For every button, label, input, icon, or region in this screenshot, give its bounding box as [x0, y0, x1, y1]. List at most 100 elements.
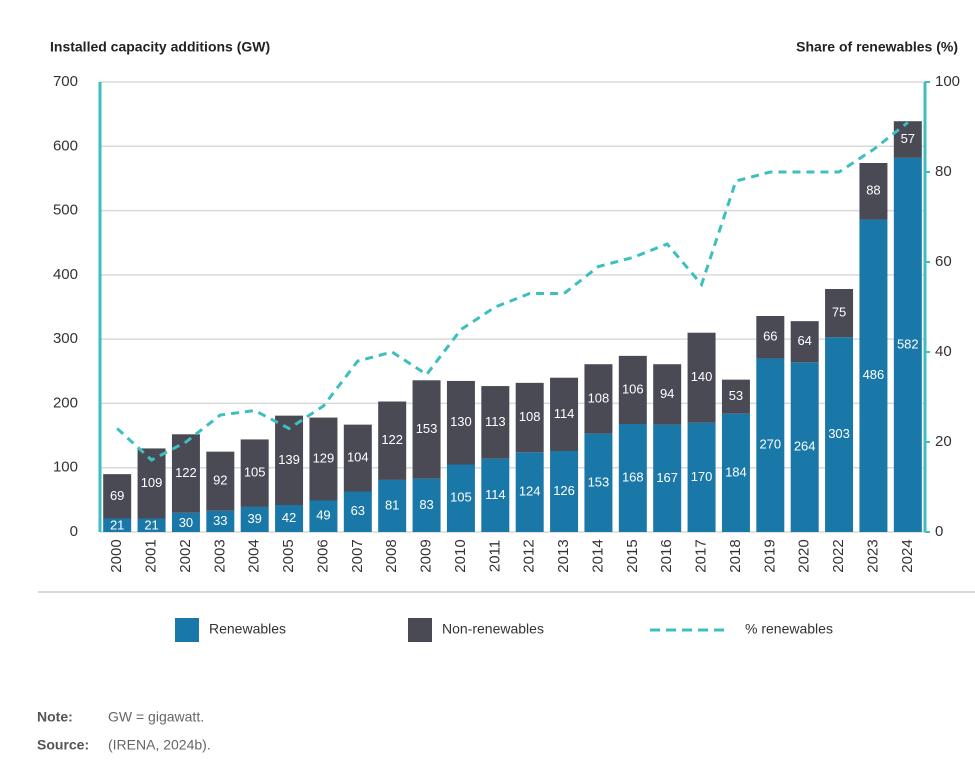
- bar-segment: [171, 512, 200, 532]
- bar-segment: [412, 478, 441, 532]
- value-label: 81: [385, 497, 399, 512]
- y2-tick-label: 80: [935, 163, 952, 180]
- bar-segment: [893, 157, 922, 532]
- value-label: 122: [381, 432, 403, 447]
- value-label: 486: [863, 367, 885, 382]
- x-tick-label: 2003: [211, 539, 228, 572]
- value-label: 21: [144, 518, 158, 533]
- value-label: 83: [419, 497, 433, 512]
- bar-segment: [550, 377, 579, 451]
- value-label: 64: [797, 333, 811, 348]
- bar-segment: [378, 479, 407, 532]
- x-tick-label: 2022: [830, 539, 847, 572]
- value-label: 170: [691, 469, 713, 484]
- bar-segment: [240, 506, 269, 532]
- bar-segment: [584, 433, 613, 532]
- value-label: 130: [450, 414, 472, 429]
- bar-segment: [756, 316, 785, 359]
- y2-tick-label: 100: [935, 73, 960, 90]
- value-label: 264: [794, 439, 816, 454]
- y-tick-label: 300: [53, 330, 78, 347]
- bar-segment: [790, 362, 819, 532]
- bar-segment: [721, 413, 750, 532]
- x-tick-label: 2002: [177, 539, 194, 572]
- value-label: 30: [179, 515, 193, 530]
- bar-segment: [825, 289, 854, 338]
- y-tick-label: 700: [53, 73, 78, 90]
- bar-segment: [240, 439, 269, 507]
- x-tick-label: 2015: [624, 539, 641, 572]
- x-tick-label: 2004: [246, 539, 263, 572]
- bar-segment: [859, 163, 888, 220]
- bar-segment: [550, 451, 579, 532]
- value-label: 108: [519, 409, 541, 424]
- value-label: 153: [588, 474, 610, 489]
- bar-segment: [825, 337, 854, 532]
- bar-segment: [584, 364, 613, 434]
- value-label: 303: [828, 426, 850, 441]
- x-tick-label: 2017: [693, 539, 710, 572]
- x-tick-label: 2000: [108, 539, 125, 572]
- bar-segment: [687, 422, 716, 532]
- bar-segment: [859, 219, 888, 533]
- x-tick-label: 2001: [143, 539, 160, 572]
- source-label: Source:: [37, 737, 89, 753]
- value-label: 21: [110, 518, 124, 533]
- bar-segment: [446, 380, 475, 465]
- bar-segment: [687, 332, 716, 423]
- legend-swatch: [408, 618, 432, 642]
- value-label: 94: [660, 386, 674, 401]
- value-label: 66: [763, 329, 777, 344]
- x-tick-label: 2018: [727, 539, 744, 572]
- value-label: 57: [901, 131, 915, 146]
- value-label: 92: [213, 473, 227, 488]
- bar-segment: [790, 321, 819, 363]
- bar-segment: [515, 452, 544, 532]
- y-tick-label: 400: [53, 266, 78, 283]
- bar-segment: [309, 417, 338, 501]
- bar-segment: [446, 464, 475, 532]
- legend-label: Non-renewables: [442, 621, 544, 637]
- value-label: 109: [141, 475, 163, 490]
- y2-tick-label: 40: [935, 343, 952, 360]
- bar-segment: [721, 379, 750, 414]
- bar-segment: [893, 121, 922, 158]
- x-tick-label: 2019: [761, 539, 778, 572]
- value-label: 124: [519, 484, 541, 499]
- line: [116, 121, 909, 462]
- bar-segment: [618, 355, 647, 424]
- bar-segment: [653, 364, 682, 425]
- x-tick-label: 2014: [589, 539, 606, 572]
- x-tick-label: 2011: [486, 540, 503, 572]
- x-tick-label: 2020: [796, 539, 813, 572]
- y2-axis-title: Share of renewables (%): [796, 39, 958, 55]
- x-tick-label: 2006: [314, 539, 331, 572]
- x-tick-label: 2012: [521, 539, 538, 572]
- value-label: 122: [175, 465, 197, 480]
- y2-tick-label: 60: [935, 253, 952, 270]
- value-label: 49: [316, 508, 330, 523]
- bar-segment: [343, 491, 372, 532]
- y-tick-label: 200: [53, 394, 78, 411]
- value-label: 39: [247, 511, 261, 526]
- y-tick-label: 600: [53, 137, 78, 154]
- x-tick-label: 2005: [280, 539, 297, 572]
- bar-segment: [309, 500, 338, 532]
- x-tick-label: 2016: [658, 539, 675, 572]
- legend-swatch: [175, 618, 199, 642]
- y-tick-label: 100: [53, 459, 78, 476]
- x-tick-label: 2007: [349, 539, 366, 572]
- value-label: 106: [622, 381, 644, 396]
- y2-tick-label: 20: [935, 433, 952, 450]
- value-label: 114: [485, 487, 506, 502]
- value-label: 139: [278, 452, 300, 467]
- value-label: 113: [485, 414, 506, 429]
- value-label: 184: [725, 464, 747, 479]
- value-label: 105: [244, 465, 266, 480]
- x-tick-label: 2013: [555, 539, 572, 572]
- x-tick-label: 2024: [899, 539, 916, 572]
- y-axis-title: Installed capacity additions (GW): [50, 39, 270, 55]
- bar-segment: [275, 415, 304, 505]
- value-label: 42: [282, 510, 296, 525]
